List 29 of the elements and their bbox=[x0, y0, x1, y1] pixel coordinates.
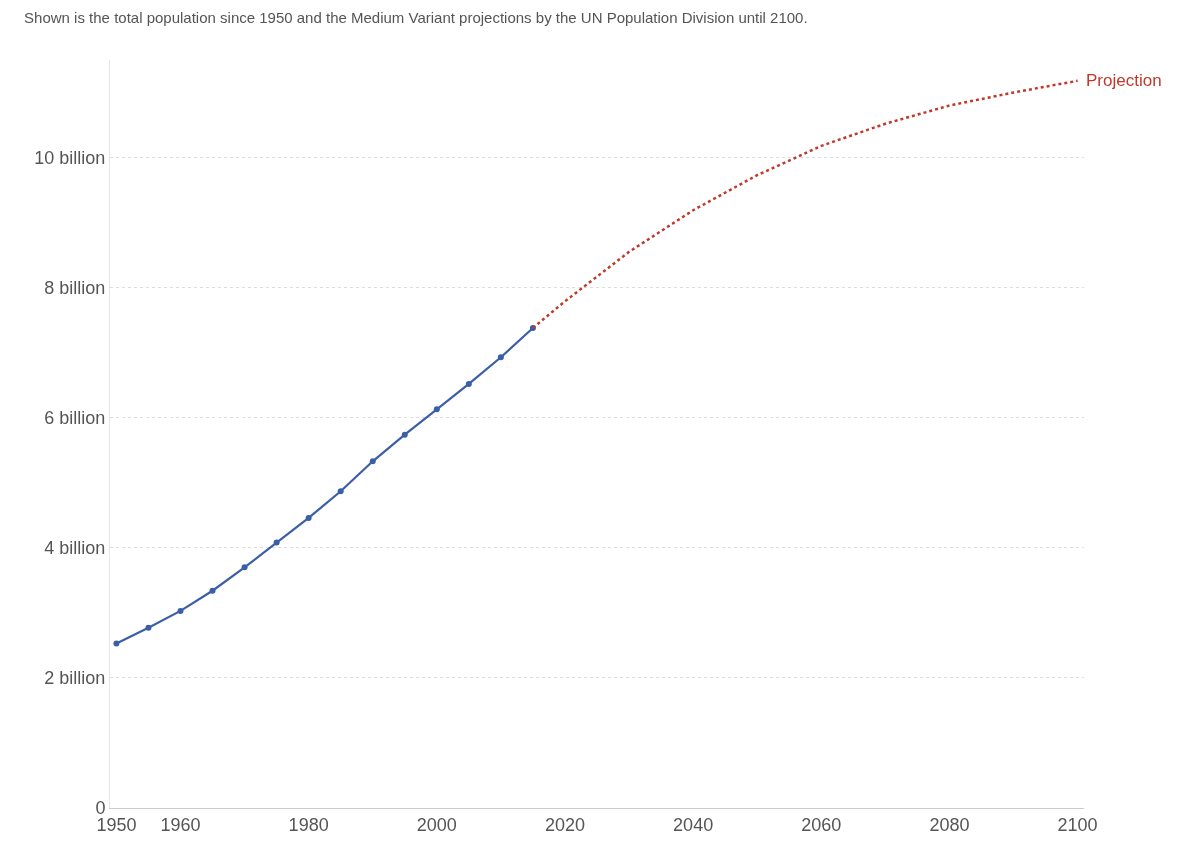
point bbox=[337, 488, 344, 495]
x-tick-label: 2020 bbox=[544, 814, 585, 835]
point bbox=[273, 539, 280, 546]
point bbox=[433, 406, 440, 413]
point bbox=[145, 624, 152, 631]
x-tick-label: 2060 bbox=[801, 814, 842, 835]
x-tick-label: 1960 bbox=[160, 814, 201, 835]
point bbox=[209, 587, 216, 594]
series-label: Projection bbox=[1086, 71, 1162, 90]
x-tick-label: 2100 bbox=[1057, 814, 1098, 835]
x-tick-label: 1980 bbox=[288, 814, 329, 835]
point bbox=[305, 514, 312, 521]
point bbox=[369, 458, 376, 465]
y-tick-label: 4 billion bbox=[44, 538, 106, 559]
point bbox=[465, 380, 472, 387]
line-series bbox=[531, 79, 1079, 330]
point bbox=[241, 564, 248, 571]
y-tick-label: 2 billion bbox=[44, 668, 106, 689]
point bbox=[497, 354, 504, 361]
point bbox=[177, 607, 184, 614]
y-tick-label: 10 billion bbox=[34, 147, 106, 168]
y-tick-label: 6 billion bbox=[44, 408, 106, 429]
x-tick-label: 2000 bbox=[416, 814, 457, 835]
x-tick-label: 2040 bbox=[673, 814, 714, 835]
x-tick-label: 2080 bbox=[929, 814, 970, 835]
y-tick-label: 8 billion bbox=[44, 277, 106, 298]
point bbox=[401, 431, 408, 438]
chart-subtitle: Shown is the total population since 1950 and the Medium Variant projections by the UN Population Division until 2100. bbox=[24, 9, 808, 27]
point bbox=[113, 640, 120, 647]
